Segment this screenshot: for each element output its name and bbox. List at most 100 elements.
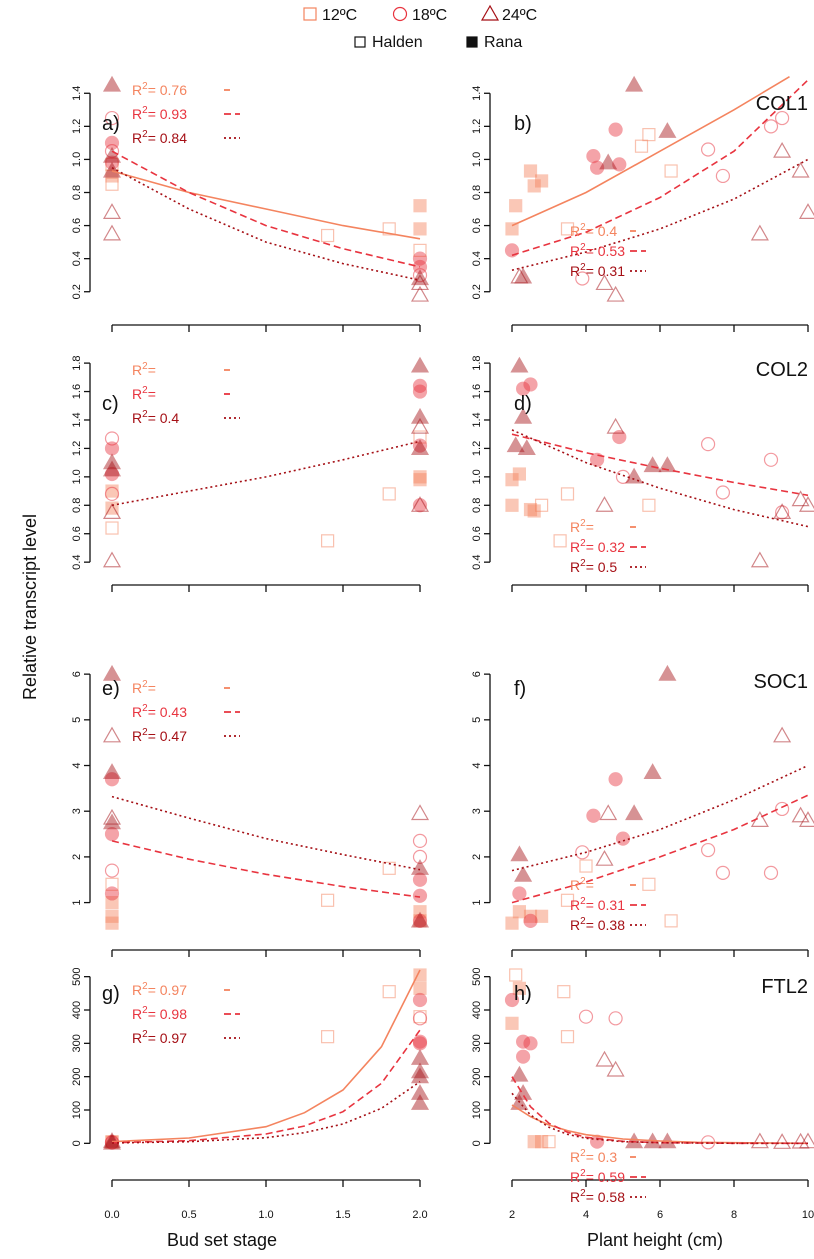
r2-annotation: R2= 0.4 xyxy=(570,222,617,239)
data-point xyxy=(412,849,428,864)
data-point xyxy=(773,1133,792,1149)
data-point xyxy=(413,430,427,444)
legend-symbol xyxy=(466,36,478,48)
data-point xyxy=(413,222,427,236)
legend-symbol xyxy=(303,7,317,21)
data-point xyxy=(410,439,430,456)
y-tick-label: 400 xyxy=(471,1001,483,1019)
data-point xyxy=(700,842,716,858)
legend: 12ºC 18ºC 24ºC Halden Rana xyxy=(303,4,537,51)
y-tick-label: 0.8 xyxy=(471,185,483,200)
data-point xyxy=(798,1132,814,1149)
panel-b: 0.2 0.4 0.6 0.8 1.0 1.2 1.4 b) COL1 R2= 0.4 R2= 0.… xyxy=(471,75,814,332)
y-tick-label: 3 xyxy=(471,808,483,814)
panel-letter: d) xyxy=(514,393,532,415)
legend-label: Halden xyxy=(372,34,423,51)
fit-curve-t18 xyxy=(511,79,809,257)
y-tick-label: 1.4 xyxy=(471,412,483,427)
r2-annotation: R2= 0.53 xyxy=(570,242,625,259)
fit-curve-t24 xyxy=(111,440,421,507)
y-tick-label: 0.8 xyxy=(71,498,83,513)
data-point xyxy=(612,429,627,445)
data-point xyxy=(509,968,523,982)
legend-label: 18ºC xyxy=(412,7,447,24)
data-point xyxy=(413,1010,427,1024)
r2-annotation: R2= xyxy=(132,385,156,402)
data-point xyxy=(625,1132,644,1149)
fit-curve-t18 xyxy=(511,1076,808,1145)
data-point xyxy=(798,811,814,827)
x-tick-label: 6 xyxy=(657,1209,663,1221)
panel-a: 0.2 0.4 0.6 0.8 1.0 1.2 1.4 a) R2= 0.76 R2= 0.93 R… xyxy=(71,75,430,332)
data-point xyxy=(104,863,120,878)
data-point xyxy=(750,1132,769,1149)
data-point xyxy=(534,498,549,512)
data-point xyxy=(505,498,519,512)
x-axis-label-right: Plant height (cm) xyxy=(587,1230,723,1250)
panel-d: 0.4 0.6 0.8 1.0 1.2 1.4 1.6 1.8 d) COL2 R2= R2= 0.… xyxy=(471,355,814,592)
fit-curve-t12 xyxy=(111,170,421,240)
fit-curve-t12 xyxy=(111,969,421,1143)
data-point xyxy=(104,886,120,901)
y-tick-label: 500 xyxy=(71,967,83,985)
x-axis-label-left: Bud set stage xyxy=(167,1230,277,1250)
data-point xyxy=(586,808,601,823)
data-point xyxy=(763,452,779,467)
data-point xyxy=(413,470,427,484)
fit-curve-t24 xyxy=(511,764,809,872)
data-point xyxy=(512,467,527,481)
panel-letter: a) xyxy=(102,113,120,135)
data-point xyxy=(553,534,567,548)
data-point xyxy=(527,1135,541,1149)
data-point xyxy=(527,179,541,193)
data-point xyxy=(791,806,810,823)
y-tick-label: 0.4 xyxy=(471,251,483,266)
data-point xyxy=(410,285,430,302)
data-point xyxy=(510,267,529,284)
y-tick-label: 6 xyxy=(71,671,83,677)
data-point xyxy=(658,664,677,681)
x-tick-label: 1.5 xyxy=(335,1209,350,1221)
y-tick-label: 0.2 xyxy=(71,284,83,299)
data-point xyxy=(321,228,335,243)
y-tick-label: 1.0 xyxy=(71,152,83,167)
data-point xyxy=(625,75,644,92)
y-tick-label: 0.4 xyxy=(71,555,83,570)
data-point xyxy=(599,153,618,170)
data-point xyxy=(763,865,779,880)
data-point xyxy=(410,1094,430,1110)
r2-annotation: R2= 0.76 xyxy=(132,81,187,98)
data-point xyxy=(382,487,396,501)
y-tick-label: 0.6 xyxy=(471,218,483,233)
gene-label: SOC1 xyxy=(754,671,808,693)
data-point xyxy=(625,804,644,821)
r2-annotation: R2= 0.31 xyxy=(570,896,625,913)
y-tick-label: 1 xyxy=(71,900,83,906)
data-point xyxy=(643,763,662,779)
data-point xyxy=(102,726,122,743)
data-point xyxy=(643,456,662,473)
data-point xyxy=(512,981,527,995)
data-point xyxy=(523,377,538,392)
y-tick-label: 300 xyxy=(71,1034,83,1052)
data-point xyxy=(413,905,427,919)
data-point xyxy=(510,845,529,862)
y-tick-label: 5 xyxy=(471,717,483,723)
data-point xyxy=(658,122,677,138)
x-tick-label: 0.5 xyxy=(181,1209,196,1221)
data-point xyxy=(557,985,571,999)
panel-letter: f) xyxy=(514,678,526,700)
y-tick-label: 0.6 xyxy=(471,526,483,541)
data-point xyxy=(412,1011,428,1026)
data-point xyxy=(104,486,120,502)
data-point xyxy=(512,886,527,901)
data-point xyxy=(413,473,427,487)
y-tick-label: 1.8 xyxy=(71,355,83,370)
legend-label: Rana xyxy=(484,34,522,51)
data-point xyxy=(104,110,120,126)
panel-letter: e) xyxy=(102,678,120,700)
data-point xyxy=(586,149,601,164)
data-point xyxy=(102,1132,122,1148)
fit-curve-t18 xyxy=(111,840,421,898)
